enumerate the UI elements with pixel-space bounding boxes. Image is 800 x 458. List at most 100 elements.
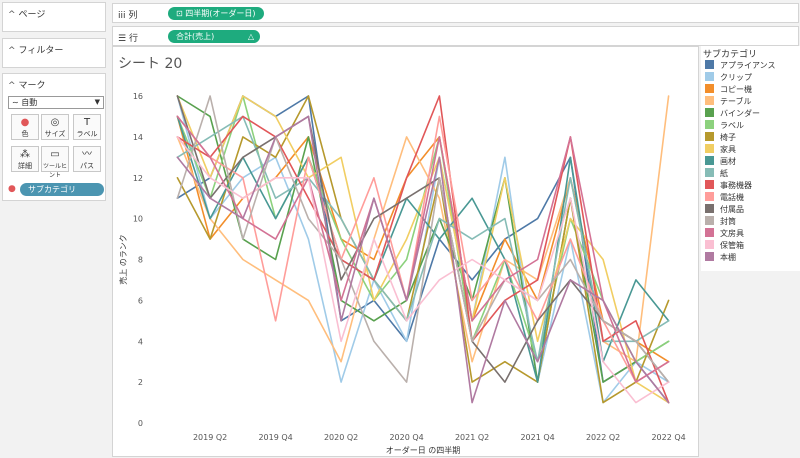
legend-item[interactable]: 家具 <box>705 144 736 155</box>
x-tick-label: 2019 Q4 <box>258 433 292 442</box>
legend-item[interactable]: 付属品 <box>705 204 744 215</box>
legend-item[interactable]: クリップ <box>705 72 752 83</box>
legend-swatch <box>705 156 714 165</box>
columns-icon: iii <box>118 11 129 21</box>
chevron-up-icon: ^ <box>8 10 16 20</box>
chevron-down-icon: ▼ <box>94 98 100 106</box>
x-tick-label: 2020 Q4 <box>389 433 423 442</box>
filters-card: ^ フィルター <box>2 38 106 68</box>
pages-header[interactable]: ^ ページ <box>8 7 45 20</box>
series-line[interactable] <box>176 95 670 383</box>
legend-swatch <box>705 72 714 81</box>
legend-item[interactable]: 画材 <box>705 156 736 167</box>
chevron-up-icon: ^ <box>8 46 16 56</box>
size-button-label: サイズ <box>44 130 66 138</box>
legend-item[interactable]: 封筒 <box>705 216 736 227</box>
series-line[interactable] <box>176 115 670 383</box>
mark-type-value: 自動 <box>21 98 38 107</box>
color-dots-icon: ● <box>8 184 16 194</box>
y-tick-label: 8 <box>138 256 143 265</box>
series-line[interactable] <box>176 115 670 404</box>
y-tick-label: 16 <box>133 92 143 101</box>
rows-shelf-label: ☰ 行 <box>118 31 138 44</box>
x-tick-label: 2021 Q2 <box>455 433 489 442</box>
tooltip-icon: ▭ <box>50 149 60 160</box>
legend-label: 保管箱 <box>720 241 744 250</box>
path-button[interactable]: 〰パス <box>73 146 101 172</box>
series-line[interactable] <box>176 136 670 404</box>
legend-label: 家具 <box>720 145 736 154</box>
marks-header[interactable]: ^ マーク <box>8 78 46 91</box>
x-tick-label: 2021 Q4 <box>520 433 554 442</box>
legend-swatch <box>705 240 714 249</box>
legend-item[interactable]: アプライアンス <box>705 60 776 71</box>
line-mark-icon: ∼ <box>12 98 22 107</box>
tooltip-button-label: ツールヒント <box>42 163 67 179</box>
legend-item[interactable]: 電話機 <box>705 192 744 203</box>
legend-label: 封筒 <box>720 217 736 226</box>
label-button[interactable]: T ラベル <box>73 114 101 140</box>
rows-pill-label: 合計(売上) <box>176 32 215 41</box>
legend-swatch <box>705 228 714 237</box>
columns-pill[interactable]: ⊡ 四半期(オーダー日) <box>168 7 264 20</box>
filters-header[interactable]: ^ フィルター <box>8 43 63 56</box>
legend-swatch <box>705 84 714 93</box>
legend-item[interactable]: 紙 <box>705 168 728 179</box>
legend-label: クリップ <box>720 73 752 82</box>
legend-item[interactable]: コピー機 <box>705 84 752 95</box>
y-axis-title: 売上 のランク <box>118 234 128 285</box>
color-button[interactable]: ● 色 <box>11 114 39 140</box>
legend-item[interactable]: 椅子 <box>705 132 736 143</box>
legend-item[interactable]: 保管箱 <box>705 240 744 251</box>
legend-label: 本棚 <box>720 253 736 262</box>
legend-swatch <box>705 252 714 261</box>
detail-button[interactable]: ⁂ 詳細 <box>11 146 39 172</box>
legend-item[interactable]: バインダー <box>705 108 760 119</box>
size-icon: ◎ <box>50 117 60 128</box>
path-button-label: パス <box>80 162 94 170</box>
line-chart[interactable]: 0 2 4 6 8 10 12 14 16 2019 Q2 2019 Q4 2020 Q2 2020 Q… <box>113 47 698 456</box>
y-tick-label: 0 <box>138 419 143 428</box>
series-line[interactable] <box>176 95 670 404</box>
detail-icon: ⁂ <box>20 149 30 160</box>
legend-item[interactable]: 文房具 <box>705 228 744 239</box>
legend-swatch <box>705 168 714 177</box>
legend-item[interactable]: 事務機器 <box>705 180 752 191</box>
rows-icon: ☰ <box>118 34 129 44</box>
marks-label: マーク <box>18 81 46 91</box>
legend-swatch <box>705 96 714 105</box>
legend-swatch <box>705 180 714 189</box>
y-tick-label: 2 <box>138 378 143 387</box>
label-button-label: ラベル <box>76 130 98 138</box>
x-axis-title: オーダー日 の四半期 <box>386 445 461 455</box>
legend-swatch <box>705 108 714 117</box>
legend-label: テーブル <box>720 97 752 106</box>
tooltip-button[interactable]: ▭ ツールヒント <box>41 146 69 179</box>
legend-label: 電話機 <box>720 193 744 202</box>
color-legend: サブカテゴリ アプライアンス クリップ コピー機 テーブル バインダー ラベル 椅子 家具 画材… <box>701 46 800 271</box>
x-tick-label: 2022 Q2 <box>586 433 620 442</box>
legend-swatch <box>705 144 714 153</box>
rows-label: 行 <box>128 34 138 44</box>
color-field-pill[interactable]: サブカテゴリ <box>20 183 104 196</box>
series-line[interactable] <box>176 115 670 363</box>
color-dots-icon: ● <box>20 117 30 128</box>
rows-pill[interactable]: 合計(売上) △ <box>168 30 260 43</box>
legend-item[interactable]: ラベル <box>705 120 744 131</box>
legend-label: アプライアンス <box>720 61 776 70</box>
legend-item[interactable]: テーブル <box>705 96 752 107</box>
x-tick-label: 2019 Q2 <box>193 433 227 442</box>
legend-item[interactable]: 本棚 <box>705 252 736 263</box>
y-tick-label: 6 <box>138 296 143 305</box>
legend-label: コピー機 <box>720 85 752 94</box>
size-button[interactable]: ◎ サイズ <box>41 114 69 140</box>
mark-type-select[interactable]: ∼ 自動 ▼ <box>8 96 104 109</box>
path-icon: 〰 <box>82 149 92 160</box>
marks-card: ^ マーク ∼ 自動 ▼ ● 色 ◎ サイズ T ラベル ⁂ 詳細 ▭ ツールヒント 〰パス … <box>2 73 106 201</box>
detail-button-label: 詳細 <box>18 162 32 170</box>
x-tick-label: 2022 Q4 <box>651 433 685 442</box>
y-tick-label: 12 <box>133 174 143 183</box>
legend-swatch <box>705 192 714 201</box>
columns-pill-label: 四半期(オーダー日) <box>185 9 256 18</box>
sheet-title: シート 20 <box>118 56 183 72</box>
